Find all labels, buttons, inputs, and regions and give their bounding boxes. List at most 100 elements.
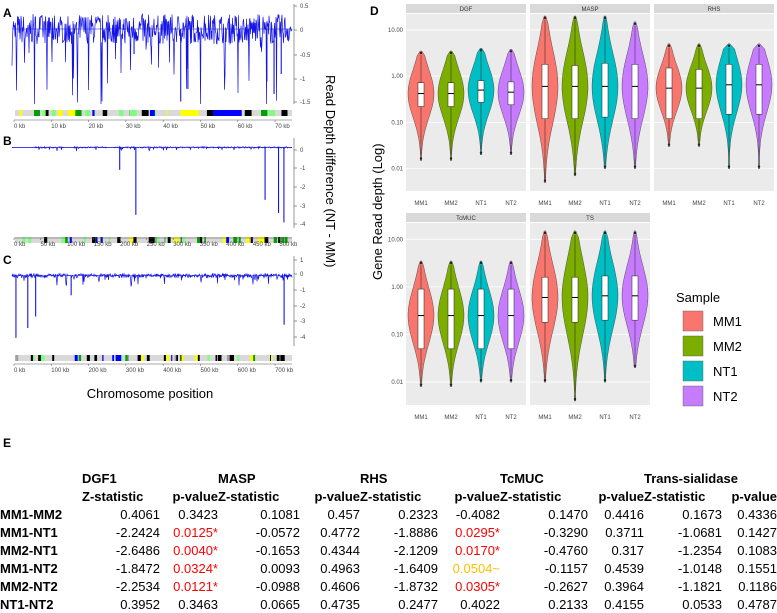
x-tick-label: 70 kb: [275, 124, 290, 130]
facet-title: TS: [586, 216, 594, 222]
chromosome-strip-segment: [51, 110, 56, 116]
y-tick-label: 0: [300, 28, 304, 34]
figure-canvas: 0.50-0.5-1-1.50 kb 10 kb 20 kb 30 kb 40 kb 50…: [11, 4, 774, 421]
y-tick-label: 0: [300, 148, 304, 154]
x-tick-label: 450 kb: [253, 242, 272, 248]
chromosome-strip-segment: [280, 355, 284, 361]
outlier-point: [633, 22, 637, 25]
outlier-point: [543, 378, 547, 382]
boxplot-box: [631, 64, 639, 119]
chromosome-strip-segment: [175, 237, 179, 243]
x-tick-label: 100 kb: [51, 368, 70, 374]
x-tick-label: NT2: [505, 201, 517, 207]
x-tick-label: 10 kb: [51, 124, 66, 130]
chromosome-strip-segment: [217, 355, 222, 361]
z-statistic-cell: 0.3952: [120, 596, 160, 612]
chromosome-strip-segment: [184, 110, 199, 116]
chromosome-strip-segment: [270, 355, 272, 361]
x-tick-label: 300 kb: [126, 368, 145, 374]
z-statistic-cell: -1.8472: [115, 560, 160, 576]
z-statistic-cell: 0.2133: [548, 596, 588, 612]
x-tick-label: 20 kb: [89, 124, 104, 130]
x-tick-label: 60 kb: [238, 124, 253, 130]
outlier-point: [633, 364, 637, 367]
chromosome-strip-segment: [268, 110, 276, 116]
z-statistic-cell: -0.4760: [543, 542, 588, 558]
chromosome-strip-segment: [69, 237, 72, 243]
outlier-point: [573, 16, 577, 20]
chromosome-strip-segment: [181, 355, 184, 361]
outlier-point: [727, 165, 731, 168]
chromosome-strip-segment: [127, 355, 129, 361]
chromosome-strip-segment: [33, 110, 41, 116]
x-tick-label: 350 kb: [200, 242, 219, 248]
outlier-point: [449, 157, 453, 160]
panel-label-e: E: [3, 436, 12, 450]
outlier-point: [727, 44, 731, 48]
table-row: NT1-NT2 0.3952 0.3463 0.0665 0.4735 0.2477 0.4…: [0, 595, 777, 613]
boxplot-box: [447, 82, 455, 107]
z-statistic-cell: -1.8886: [393, 524, 438, 540]
boxplot-box: [725, 64, 733, 115]
panel-label-a: A: [3, 6, 12, 20]
x-tick-label: NT1: [599, 201, 611, 207]
chromosome-strip-segment: [273, 237, 278, 243]
legend-title: Sample: [676, 290, 720, 305]
p-value-cell: 0.3463: [178, 596, 218, 612]
p-value-cell: -0.4082: [455, 506, 500, 522]
outlier-point: [479, 378, 483, 382]
row-label: MM1-NT2: [0, 560, 58, 576]
y-tick-label: 0.01: [391, 380, 403, 386]
z-statistic-cell: 0.0533: [682, 596, 722, 612]
outlier-point: [543, 231, 547, 235]
outlier-point: [419, 157, 423, 160]
p-value-cell: 0.0504~: [452, 560, 500, 576]
chromosome-strip-segment: [141, 110, 149, 116]
table-row: MM2-NT1 -2.6486 0.0040* -0.1653 0.4344 -2.120…: [0, 541, 777, 559]
chromosome-strip-segment: [57, 110, 63, 116]
z-statistic-cell: -2.6486: [115, 542, 160, 558]
p-value-cell: 0.4735: [320, 596, 360, 612]
chromosome-strip-segment: [215, 355, 218, 361]
x-tick-label: 50 kb: [41, 242, 56, 248]
y-tick-label: 10.00: [388, 28, 404, 34]
y-tick-label: 0.01: [391, 167, 403, 173]
p-value-cell: 0.1551: [737, 560, 777, 576]
x-tick-label: 250 kb: [147, 242, 166, 248]
p-value-cell: 0.0324*: [173, 560, 218, 576]
z-statistic-cell: 0.1081: [260, 506, 300, 522]
table-column-header-row: Z-statistic p-value Z-statistic p-value Z-…: [0, 487, 777, 505]
z-statistic-cell: -1.0681: [677, 524, 722, 540]
chromosome-strip-segment: [108, 237, 111, 243]
chromosome-strip-segment: [83, 237, 86, 243]
x-tick-label: MM1: [538, 201, 552, 207]
chromosome-strip-segment: [22, 237, 26, 243]
chromosome-strip-segment: [238, 237, 241, 243]
x-tick-label: MM2: [444, 201, 458, 207]
outlier-point: [603, 165, 607, 168]
z-statistic-cell: 0.0665: [260, 596, 300, 612]
legend-label: NT1: [713, 364, 738, 379]
chromosome-strip-segment: [166, 110, 168, 116]
boxplot-box: [417, 288, 425, 350]
facet-strip: [406, 4, 526, 13]
outlier-point: [509, 151, 513, 154]
p-value-cell: 0.317: [611, 542, 644, 558]
y-tick-label: 10.00: [388, 237, 404, 243]
group-header: TcMUC: [500, 470, 544, 486]
z-statistic-cell: 0.0093: [260, 560, 300, 576]
chromosome-strip-segment: [281, 237, 285, 243]
x-tick-label: NT1: [475, 415, 487, 421]
x-tick-label: 400 kb: [226, 242, 245, 248]
row-label: MM1-MM2: [0, 506, 63, 522]
p-value-cell: 0.0125*: [173, 524, 218, 540]
x-tick-label: 150 kb: [94, 242, 113, 248]
chromosome-strip-segment: [261, 237, 266, 243]
x-tick-label: 600 kb: [238, 368, 257, 374]
z-statistic-cell: 0.1470: [548, 506, 588, 522]
panel-label-c: C: [3, 253, 12, 267]
z-statistic-cell: 0.2323: [398, 506, 438, 522]
row-label: MM1-NT1: [0, 524, 58, 540]
chromosome-strip-segment: [43, 355, 45, 361]
statistics-table: DGF1 MASP RHS TcMUC Trans-sialidase Z-st…: [0, 469, 777, 613]
